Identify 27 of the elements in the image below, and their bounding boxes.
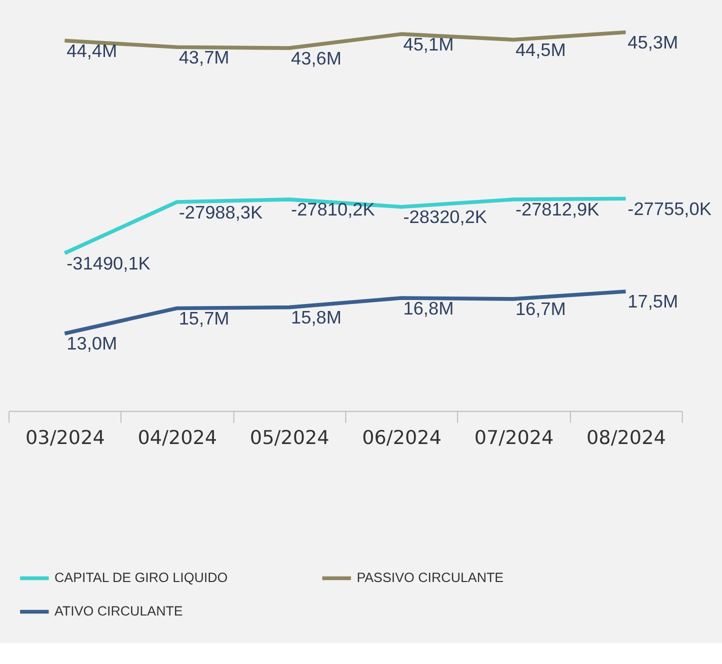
x-tick-label: 07/2024 [474,426,554,449]
data-label: 43,7M [178,47,230,68]
data-label: -31490,1K [66,253,150,274]
x-tick-label: 08/2024 [586,426,666,449]
data-label: 15,8M [291,308,342,328]
data-label: 44,4M [66,40,118,61]
data-label: 17,5M [628,292,678,312]
x-tick-label: 04/2024 [138,426,218,449]
legend-label: PASSIVO CIRCULANTE [356,570,504,586]
data-label: -27988,3K [178,202,263,222]
data-label: 45,1M [403,34,454,54]
data-label: 13,0M [66,334,118,354]
legend-label: CAPITAL DE GIRO LIQUIDO [54,570,228,586]
x-tick-label: 03/2024 [25,426,105,449]
x-tick-label: 06/2024 [362,426,442,449]
data-label: 45,3M [628,32,678,52]
data-label: 16,7M [515,299,566,320]
data-label: 43,6M [291,48,342,68]
data-label: -27755,0K [628,198,712,219]
x-tick-label: 05/2024 [250,426,330,449]
data-label: 15,7M [178,308,230,329]
data-label: -27810,2K [291,200,375,220]
data-label: -28320,2K [403,207,488,228]
data-label: 16,8M [403,298,454,318]
data-label: 44,5M [515,40,566,60]
legend-label: ATIVO CIRCULANTE [54,604,183,619]
data-label: -27812,9K [515,200,600,220]
